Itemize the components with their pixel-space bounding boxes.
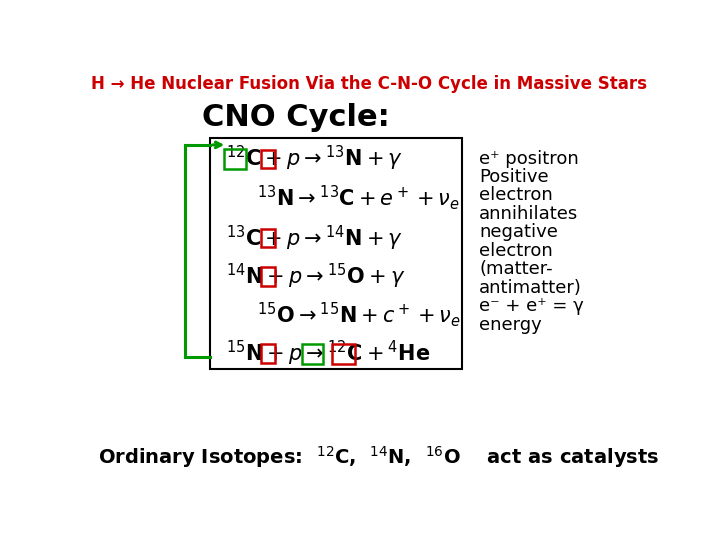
Text: CNO Cycle:: CNO Cycle: xyxy=(202,103,390,132)
Text: negative: negative xyxy=(479,224,558,241)
Text: Ordinary Isotopes:  $^{12}$C,  $^{14}$N,  $^{16}$O    act as catalysts: Ordinary Isotopes: $^{12}$C, $^{14}$N, $… xyxy=(98,444,659,470)
Text: annihilates: annihilates xyxy=(479,205,578,223)
Text: Positive: Positive xyxy=(479,168,549,186)
Text: $^{12}\mathbf{C}+p{\rightarrow}^{13}\mathbf{N}+\gamma$: $^{12}\mathbf{C}+p{\rightarrow}^{13}\mat… xyxy=(225,144,402,173)
Text: H → He Nuclear Fusion Via the C-N-O Cycle in Massive Stars: H → He Nuclear Fusion Via the C-N-O Cycl… xyxy=(91,75,647,93)
Bar xyxy=(302,343,323,363)
Text: (matter-: (matter- xyxy=(479,260,553,279)
Text: $^{15}\mathbf{N}+p{\rightarrow}^{12}\mathbf{C}+{}^4\mathbf{He}$: $^{15}\mathbf{N}+p{\rightarrow}^{12}\mat… xyxy=(225,339,430,368)
Text: energy: energy xyxy=(479,316,541,334)
Text: $^{15}\mathbf{O}{\rightarrow}^{15}\mathbf{N}+c^++\nu_e$: $^{15}\mathbf{O}{\rightarrow}^{15}\mathb… xyxy=(256,301,461,329)
Text: $^{13}\mathbf{N}{\rightarrow}^{13}\mathbf{C}+e^++\nu_e$: $^{13}\mathbf{N}{\rightarrow}^{13}\mathb… xyxy=(256,183,459,212)
Bar xyxy=(261,150,275,168)
Text: $^{14}\mathbf{N}+p{\rightarrow}^{15}\mathbf{O}+\gamma$: $^{14}\mathbf{N}+p{\rightarrow}^{15}\mat… xyxy=(225,262,405,291)
Bar xyxy=(210,138,462,369)
Bar xyxy=(261,267,275,286)
Text: $^{13}\mathbf{C}+p{\rightarrow}^{14}\mathbf{N}+\gamma$: $^{13}\mathbf{C}+p{\rightarrow}^{14}\mat… xyxy=(225,224,402,253)
Text: e⁺ positron: e⁺ positron xyxy=(479,150,579,167)
Bar xyxy=(224,148,246,168)
Bar xyxy=(261,345,275,363)
Text: e⁻ + e⁺ = γ: e⁻ + e⁺ = γ xyxy=(479,298,584,315)
Text: electron: electron xyxy=(479,242,553,260)
Bar xyxy=(261,229,275,247)
Text: antimatter): antimatter) xyxy=(479,279,582,297)
Bar xyxy=(332,343,355,363)
Text: electron: electron xyxy=(479,186,553,205)
